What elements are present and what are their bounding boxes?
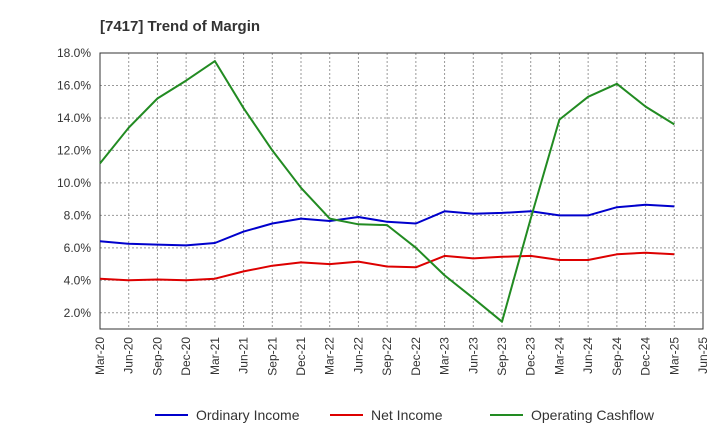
y-tick-label: 6.0% [64,241,92,255]
x-axis-tick-labels: Mar-20 Jun-20 Sep-20 Dec-20 Mar-21 Jun-21 Sep-… [93,337,710,376]
series-lines [99,60,675,323]
y-tick-label: 16.0% [57,78,91,92]
series-line-ordinary-income [99,203,675,247]
x-tick-label: Dec-21 [294,337,308,376]
x-tick-label: Jun-25 [696,337,710,374]
x-tick-label: Mar-22 [323,337,337,375]
x-tick-label: Mar-20 [93,337,107,375]
legend-label-ordinary-income: Ordinary Income [196,407,300,423]
x-tick-label: Jun-23 [466,337,480,374]
legend-label-operating-cashflow: Operating Cashflow [531,407,655,423]
x-tick-label: Sep-24 [610,337,624,376]
chart-title: [7417] Trend of Margin [100,18,260,35]
x-tick-label: Mar-21 [208,337,222,375]
x-tick-label: Jun-22 [351,337,365,374]
y-tick-label: 4.0% [64,273,92,287]
x-tick-label: Jun-21 [237,337,251,374]
x-tick-label: Sep-20 [150,337,164,376]
grid-lines [99,52,704,329]
y-tick-label: 10.0% [57,176,91,190]
x-tick-label: Dec-24 [639,337,653,376]
x-tick-label: Dec-23 [524,337,538,376]
plot-area-frame [99,52,704,330]
x-tick-label: Sep-22 [380,337,394,376]
x-tick-label: Mar-24 [552,337,566,375]
series-line-net-income [99,251,675,282]
y-tick-label: 12.0% [57,143,91,157]
y-axis-tick-labels: 2.0% 4.0% 6.0% 8.0% 10.0% 12.0% 14.0% 16.0% 18.0… [57,46,91,320]
x-tick-label: Jun-24 [581,337,595,374]
x-tick-label: Dec-20 [179,337,193,376]
legend-label-net-income: Net Income [371,407,443,423]
y-tick-label: 18.0% [57,46,91,60]
x-tick-label: Mar-25 [667,337,681,375]
x-tick-label: Jun-20 [122,337,136,374]
x-tick-label: Dec-22 [409,337,423,376]
y-tick-label: 14.0% [57,111,91,125]
x-tick-label: Mar-23 [438,337,452,375]
x-tick-label: Sep-23 [495,337,509,376]
y-tick-label: 2.0% [64,306,92,320]
x-tick-label: Sep-21 [265,337,279,376]
y-tick-label: 8.0% [64,208,92,222]
series-line-operating-cashflow [99,60,675,323]
legend: Ordinary Income Net Income Operating Cashf… [155,407,655,423]
